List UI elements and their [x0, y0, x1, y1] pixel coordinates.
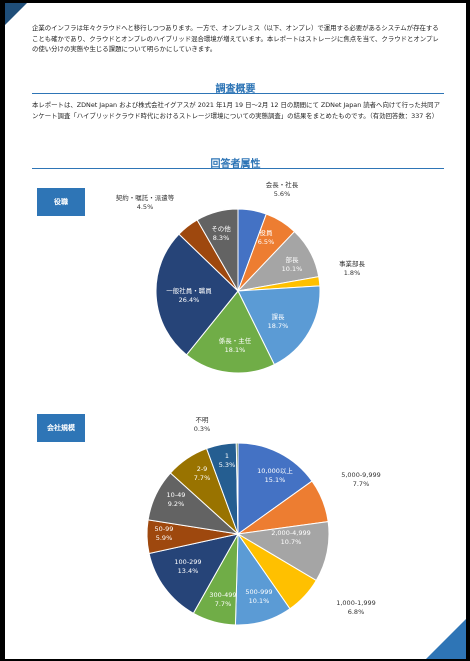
- pie-slice: [155, 233, 239, 356]
- report-page: 企業のインフラは年々クラウドへと移行しつつあります。一方で、オンプレミス（以下、…: [5, 3, 466, 659]
- slice-name-label: 100-299: [174, 558, 201, 566]
- slice-value-label: 5.3%: [219, 461, 236, 469]
- pie-slice: [185, 290, 275, 374]
- slice-name-label: 一般社員・職員: [166, 286, 212, 295]
- intro-paragraph: 企業のインフラは年々クラウドへと移行しつつあります。一方で、オンプレミス（以下、…: [32, 24, 439, 53]
- slice-value-label: 7.7%: [194, 474, 211, 482]
- slice-value-label: 0.3%: [194, 425, 211, 433]
- pie-charts: 会長・社長5.6%役員6.5%部長10.1%事業部長1.8%課長18.7%係長・…: [116, 180, 381, 626]
- slice-name-label: 10,000以上: [257, 466, 293, 475]
- slice-name-label: 課長: [272, 312, 286, 321]
- slice-name-label: 2,000-4,999: [271, 529, 311, 537]
- pie-slice: [237, 442, 313, 535]
- slice-value-label: 26.4%: [179, 296, 200, 304]
- slice-name-label: 5,000-9,999: [341, 471, 381, 479]
- corner-decoration-bottom-right: [426, 619, 466, 659]
- position-chart-tag: 役職: [37, 188, 85, 216]
- slice-value-label: 6.8%: [348, 608, 365, 616]
- slice-name-label: 50-99: [155, 525, 174, 533]
- slice-value-label: 18.1%: [225, 346, 246, 354]
- slice-name-label: 300-499: [209, 591, 236, 599]
- slice-value-label: 10.7%: [281, 538, 302, 546]
- slice-value-label: 9.2%: [168, 500, 185, 508]
- slice-value-label: 15.1%: [265, 476, 286, 484]
- slice-value-label: 7.7%: [215, 600, 232, 608]
- slice-name-label: 不明: [196, 416, 210, 424]
- survey-overview-text: 本レポートは、ZDNet Japan および株式会社イグアスが 2021 年1月…: [32, 101, 440, 120]
- slice-value-label: 13.4%: [178, 567, 199, 575]
- respondent-attributes-title: 回答者属性: [210, 159, 261, 170]
- slice-value-label: 10.1%: [282, 265, 303, 273]
- slice-value-label: 7.7%: [353, 480, 370, 488]
- slice-name-label: 会長・社長: [266, 180, 299, 189]
- survey-overview-rule: [32, 93, 444, 94]
- slice-value-label: 4.5%: [137, 203, 154, 211]
- slice-name-label: 2-9: [197, 465, 208, 473]
- slice-name-label: その他: [211, 224, 231, 233]
- slice-value-label: 5.9%: [156, 534, 173, 542]
- slice-value-label: 6.5%: [258, 238, 275, 246]
- slice-name-label: 契約・嘱託・派遣等: [116, 193, 175, 202]
- survey-overview-title: 調査概要: [215, 84, 256, 95]
- slice-name-label: 事業部長: [339, 259, 366, 268]
- slice-value-label: 5.6%: [274, 190, 291, 198]
- slice-name-label: 500-999: [245, 588, 272, 596]
- slice-name-label: 役員: [260, 228, 274, 237]
- slice-value-label: 18.7%: [268, 322, 289, 330]
- slice-value-label: 10.1%: [249, 597, 270, 605]
- slice-name-label: 10-49: [167, 491, 186, 499]
- pie-slice: [196, 208, 239, 293]
- slice-name-label: 1: [225, 452, 229, 460]
- pie-chart-2: 10,000以上15.1%5,000-9,9997.7%2,000-4,9991…: [146, 416, 381, 626]
- slice-value-label: 1.8%: [344, 269, 361, 277]
- slice-name-label: 係長・主任: [219, 336, 252, 345]
- slice-name-label: 部長: [286, 255, 300, 264]
- company-size-chart-tag: 会社規模: [37, 414, 85, 442]
- corner-decoration-top-left: [5, 3, 27, 25]
- pie-slice: [237, 285, 321, 366]
- slice-value-label: 8.3%: [213, 234, 230, 242]
- respondent-attributes-rule: [32, 168, 444, 169]
- pie-slice: [148, 533, 239, 614]
- slice-name-label: 1,000-1,999: [336, 599, 376, 607]
- pie-slice: [235, 442, 239, 535]
